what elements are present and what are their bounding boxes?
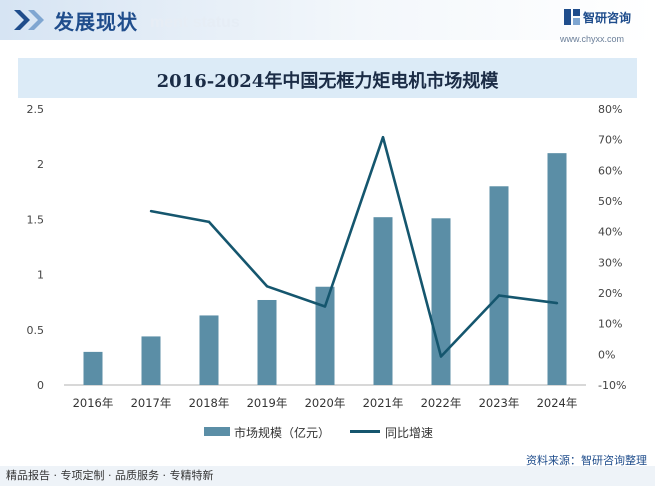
y-right-tick-label: 10% <box>598 318 622 331</box>
brand-url: www.chyxx.com <box>560 34 625 44</box>
footer-bar <box>0 466 655 486</box>
bar <box>547 153 567 385</box>
y-right-tick-label: 60% <box>598 164 622 177</box>
growth-point <box>265 285 269 288</box>
bar <box>315 286 335 385</box>
y-right-tick-label: 30% <box>598 256 622 269</box>
x-tick-label: 2016年 <box>73 396 114 410</box>
bar <box>199 315 219 385</box>
y-right-tick-label: 70% <box>598 134 622 147</box>
footer-tagline: 精品报告 · 专项定制 · 品质服务 · 专精特新 <box>6 469 214 482</box>
legend-bar-label: 市场规模（亿元） <box>234 426 331 440</box>
y-left-tick-label: 1.5 <box>27 213 45 226</box>
chart-title-band: 2016-2024年中国无框力矩电机市场规模 <box>18 58 637 98</box>
header-background <box>0 0 655 40</box>
chevron-right-icon <box>14 10 44 30</box>
legend-line-label: 同比增速 <box>385 426 434 440</box>
x-tick-label: 2017年 <box>131 396 172 410</box>
growth-point <box>497 294 501 297</box>
page-title: 发展现状 <box>54 10 138 34</box>
brand-name: 智研咨询 <box>583 11 632 25</box>
chart-plot: 0 0.5 1 1.5 2 2.5 -10% 0% 10% 20% 30% 40% 50% 60% 70% 8… <box>27 103 627 410</box>
chart-title: 2016-2024年中国无框力矩电机市场规模 <box>156 71 499 92</box>
y-right-tick-label: 40% <box>598 226 622 239</box>
growth-point <box>555 301 559 305</box>
y-left-tick-label: 2 <box>37 158 44 171</box>
legend-line-swatch <box>350 430 380 433</box>
x-tick-label: 2024年 <box>537 396 578 410</box>
x-tick-label: 2020年 <box>305 396 346 410</box>
source-note: 资料来源：智研咨询整理 <box>526 454 647 467</box>
bar <box>431 218 451 385</box>
bar <box>141 336 161 385</box>
growth-point <box>149 209 153 213</box>
bar <box>373 217 393 385</box>
y-left-tick-label: 2.5 <box>27 103 45 116</box>
x-tick-label: 2021年 <box>363 396 404 410</box>
header-banner: ment status 发展现状 智研咨询 www.chyxx.com <box>0 0 655 52</box>
growth-point <box>381 136 385 139</box>
bar <box>257 299 277 385</box>
x-tick-label: 2019年 <box>247 396 288 410</box>
y-right-tick-label: -10% <box>598 379 626 392</box>
legend-bar-swatch <box>204 427 230 436</box>
brand-logo-icon <box>564 9 580 25</box>
x-tick-label: 2023年 <box>479 396 520 410</box>
x-tick-label: 2018年 <box>189 396 230 410</box>
growth-point <box>439 355 443 358</box>
header-subtitle: ment status <box>150 14 240 31</box>
growth-point <box>207 220 211 224</box>
growth-point <box>323 305 327 308</box>
chart-legend: 市场规模（亿元） 同比增速 <box>0 424 655 440</box>
growth-line <box>150 135 558 358</box>
y-right-tick-label: 80% <box>598 103 622 116</box>
y-left-tick-label: 0.5 <box>27 324 45 337</box>
x-tick-label: 2022年 <box>421 396 462 410</box>
y-right-tick-label: 50% <box>598 195 622 208</box>
y-right-tick-label: 20% <box>598 287 622 300</box>
bar <box>83 351 103 385</box>
y-left-tick-label: 0 <box>37 379 44 392</box>
y-right-tick-label: 0% <box>598 348 615 361</box>
bar <box>489 186 509 385</box>
y-left-tick-label: 1 <box>37 269 44 282</box>
